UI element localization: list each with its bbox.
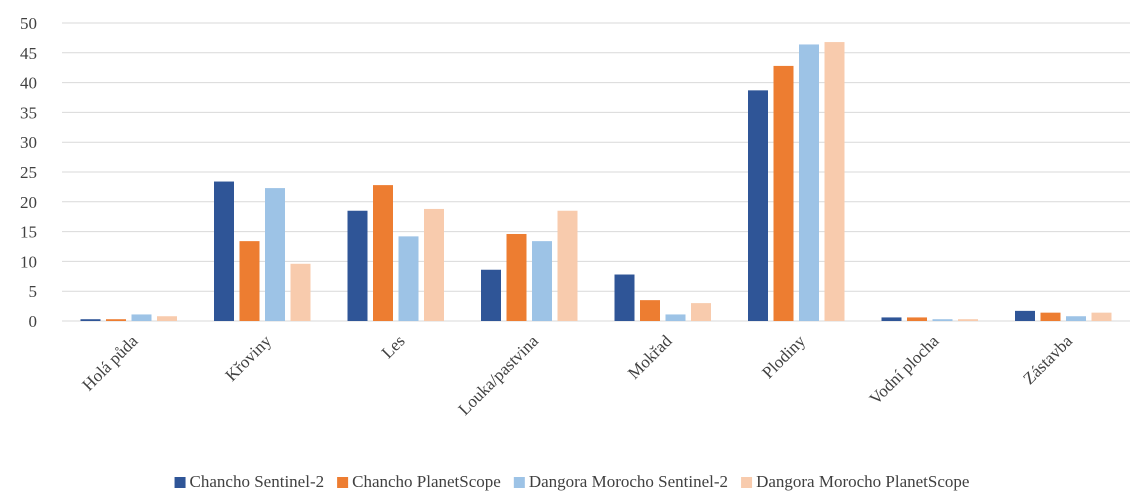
y-tick-label: 0 [29,312,38,331]
legend-swatch [174,477,186,488]
bar [824,42,845,322]
bar [532,241,552,321]
bar [748,90,768,322]
y-tick-label: 40 [20,74,37,93]
x-tick-label: Louka/pastvina [455,331,543,419]
legend-swatch [513,477,525,488]
bar [506,233,527,321]
legend-label: Dangora Morocho Sentinel-2 [529,472,728,491]
legend-item: Dangora Morocho Sentinel-2 [513,472,728,491]
bar [214,181,234,321]
y-tick-label: 35 [20,103,37,122]
bars [80,42,1112,322]
bar [290,263,311,321]
legend-swatch [741,477,753,488]
x-tick-label: Plodiny [758,331,809,382]
bar [347,210,368,321]
bar [157,316,177,321]
bar [907,317,927,321]
legend: Chancho Sentinel-2 Chancho PlanetScope Dan… [174,472,969,491]
bar [398,236,419,321]
bar [1015,310,1035,321]
bar [239,241,260,321]
x-tick-label: Křoviny [222,331,276,385]
legend-swatch [337,477,349,488]
y-tick-label: 25 [20,163,37,182]
bar [773,65,794,321]
bar [691,303,711,321]
bar [1040,312,1061,321]
y-tick-label: 5 [29,282,38,301]
x-tick-label: Vodní plocha [866,331,943,408]
bar [424,208,444,321]
y-axis: 0 5 10 15 20 25 30 35 40 45 50 [20,14,37,331]
legend-item: Chancho PlanetScope [337,472,501,491]
x-tick-label: Les [378,331,409,362]
legend-label: Chancho Sentinel-2 [190,472,325,491]
bar [640,300,660,321]
bar [106,319,126,321]
bar [881,317,902,321]
y-tick-label: 30 [20,133,37,152]
bar [614,274,635,321]
bar [481,269,501,321]
x-tick-label: Mokřad [624,331,676,383]
bar [131,314,152,321]
x-tick-label: Holá půda [78,331,141,394]
bar [1091,312,1112,321]
y-tick-label: 15 [20,223,37,242]
bar [799,44,819,322]
y-tick-label: 45 [20,44,37,63]
bar [1066,316,1086,321]
legend-item: Dangora Morocho PlanetScope [741,472,969,491]
y-tick-label: 20 [20,193,37,212]
bar [265,188,285,321]
bar [665,314,686,321]
y-tick-label: 50 [20,14,37,33]
bar [80,319,101,321]
bar [373,185,393,321]
bar [557,210,578,321]
x-tick-label: Zástavba [1019,331,1076,388]
y-tick-label: 10 [20,252,37,271]
bar [958,319,978,321]
legend-label: Dangora Morocho PlanetScope [756,472,969,491]
x-axis: Holá půda Křoviny Les Louka/pastvina Mokřad P… [78,331,1076,419]
legend-label: Chancho PlanetScope [352,472,501,491]
legend-item: Chancho Sentinel-2 [174,472,325,491]
bar [932,319,953,321]
